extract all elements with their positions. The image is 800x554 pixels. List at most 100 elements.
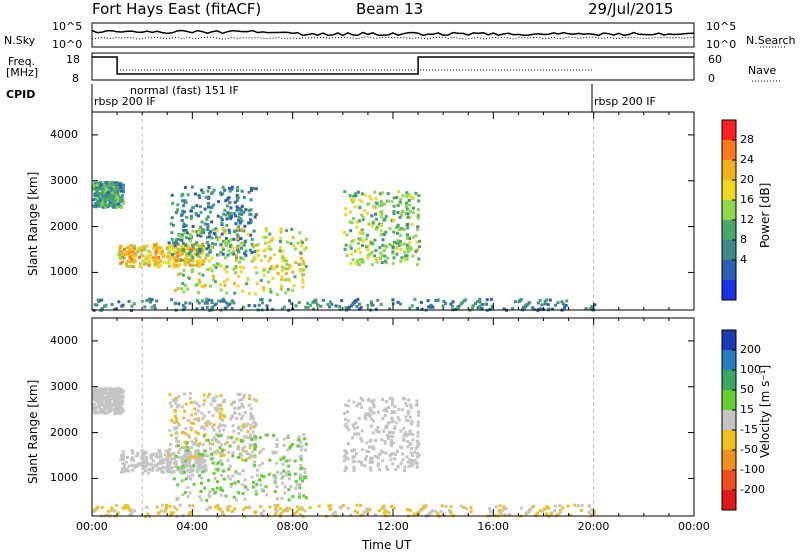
velocity-colorbar-tick-label: 200 — [740, 343, 761, 356]
power-cell — [186, 193, 190, 197]
velocity-cell — [112, 391, 116, 395]
power-cell — [142, 262, 146, 266]
velocity-cell — [296, 444, 300, 448]
power-cell — [177, 248, 181, 252]
velocity-cell — [172, 461, 176, 465]
power-cell — [100, 198, 104, 202]
power-cell — [244, 249, 248, 253]
power-cell — [180, 238, 184, 242]
power-cell — [279, 227, 283, 231]
velocity-cell — [222, 448, 226, 452]
velocity-cell — [153, 463, 157, 467]
power-cell — [405, 207, 409, 211]
velocity-cell — [168, 462, 172, 466]
velocity-cell — [462, 506, 466, 509]
power-cell — [197, 291, 200, 295]
velocity-cell — [108, 405, 112, 409]
velocity-cell — [144, 458, 148, 462]
power-cell — [361, 231, 365, 235]
power-cell — [187, 253, 191, 257]
power-cell — [167, 264, 171, 268]
velocity-cell — [102, 398, 106, 402]
velocity-cell — [222, 398, 226, 402]
velocity-cell — [240, 417, 244, 421]
velocity-cell — [131, 468, 135, 472]
velocity-cell — [237, 456, 241, 459]
power-cell — [236, 284, 240, 288]
velocity-cell — [280, 481, 284, 485]
power-cell — [403, 254, 407, 258]
power-cell — [175, 241, 179, 245]
velocity-cell — [93, 408, 97, 412]
power-cell — [120, 304, 124, 308]
power-cell — [230, 307, 234, 310]
power-cell — [240, 219, 244, 223]
power-cell — [249, 198, 253, 202]
velocity-cell — [242, 395, 246, 399]
velocity-cell — [238, 472, 241, 476]
velocity-cell — [346, 506, 350, 510]
power-cell — [219, 250, 223, 254]
velocity-cell — [374, 513, 377, 517]
velocity-cell — [532, 504, 536, 508]
velocity-cell — [128, 512, 132, 516]
power-cell — [288, 265, 292, 268]
velocity-cell — [233, 406, 237, 410]
power-cell — [401, 194, 405, 198]
velocity-cell — [360, 429, 364, 433]
velocity-cell — [384, 451, 388, 455]
power-cell — [115, 195, 119, 199]
velocity-cell — [212, 450, 216, 454]
power-cell — [221, 192, 225, 196]
velocity-cell — [375, 428, 378, 432]
velocity-cell — [155, 455, 159, 459]
velocity-cell — [299, 467, 303, 471]
power-cell — [200, 188, 204, 192]
velocity-colorbar-swatch — [722, 390, 736, 411]
velocity-cell — [219, 486, 223, 490]
velocity-cell — [175, 417, 178, 421]
velocity-cell — [136, 451, 140, 455]
velocity-cell — [122, 465, 126, 469]
power-cell — [224, 242, 228, 246]
velocity-cell — [108, 388, 112, 392]
power-cell — [484, 302, 488, 306]
velocity-cell — [295, 509, 299, 513]
velocity-cell — [135, 454, 138, 458]
power-cell — [281, 259, 285, 263]
power-cell — [201, 191, 205, 195]
power-cell — [254, 243, 258, 247]
power-cell — [127, 300, 131, 303]
velocity-cell — [105, 513, 109, 517]
velocity-cell — [404, 402, 408, 405]
velocity-cell — [115, 401, 119, 405]
velocity-cell — [558, 504, 562, 508]
power-cell — [546, 303, 550, 307]
velocity-cell — [413, 450, 417, 454]
velocity-cell — [390, 416, 394, 420]
power-cell — [374, 249, 378, 252]
velocity-cell — [98, 402, 102, 406]
power-cell — [109, 193, 113, 197]
power-cell — [228, 187, 232, 190]
power-cell — [177, 233, 181, 237]
velocity-cell — [189, 428, 193, 432]
velocity-cell — [387, 421, 391, 425]
power-cell — [403, 250, 407, 254]
power-cell — [284, 291, 288, 295]
power-cell — [151, 256, 155, 260]
power-cell — [384, 230, 388, 234]
velocity-cell — [183, 409, 187, 413]
velocity-cell — [189, 464, 193, 468]
velocity-cell — [109, 407, 113, 411]
power-cell — [254, 266, 258, 270]
velocity-cell — [197, 449, 200, 453]
power-cell — [329, 300, 332, 304]
power-cell — [300, 241, 304, 244]
power-cell — [230, 185, 234, 189]
velocity-cell — [110, 508, 114, 512]
velocity-cell — [190, 455, 194, 459]
velocity-cell — [150, 462, 154, 466]
velocity-cell — [350, 449, 354, 453]
velocity-cell — [218, 416, 222, 420]
